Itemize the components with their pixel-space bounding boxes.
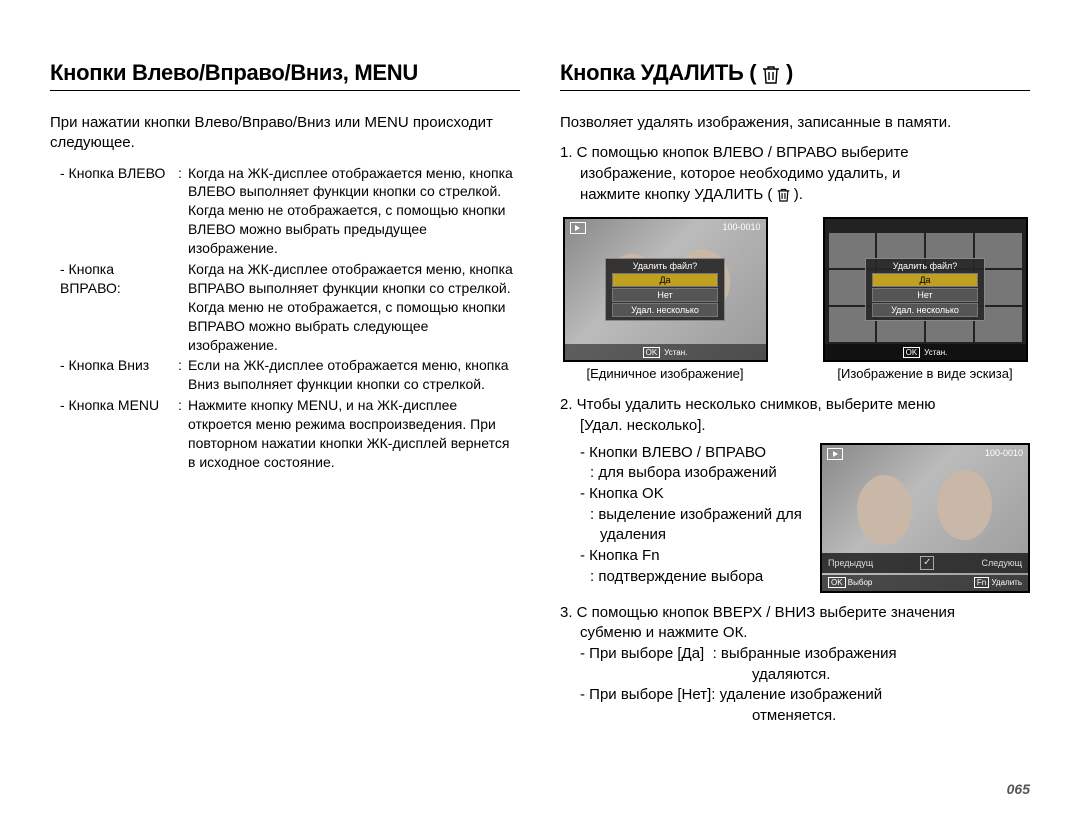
lcd-preview-select: 100-0010 Предыдущ ✓ Следующ OK Выбор Fn … [820, 443, 1030, 593]
def-label: - Кнопка MENU [50, 396, 178, 472]
step1-line3: нажмите кнопку УДАЛИТЬ ( ). [560, 185, 1030, 206]
dialog-opt-multi: Удал. несколько [612, 303, 718, 317]
def-colon [178, 260, 188, 354]
step3-no-a: - При выборе [Нет]: удаление изображений [560, 685, 1030, 706]
b1a: - Кнопки ВЛЕВО / ВПРАВО [560, 443, 805, 464]
play-icon [570, 222, 586, 234]
def-row: - Кнопка ВПРАВО: Когда на ЖК-дисплее ото… [50, 260, 520, 354]
step1-line2: изображение, которое необходимо удалить,… [560, 164, 1030, 185]
step2-line2: [Удал. несколько]. [560, 416, 1030, 437]
thumbnail-row: 100-0010 Удалить файл? Да Нет Удал. неск… [560, 217, 1030, 381]
delete-dialog: Удалить файл? Да Нет Удал. несколько [605, 258, 725, 321]
nav-overlay: Предыдущ ✓ Следующ [822, 553, 1028, 573]
step-2: 2. Чтобы удалить несколько снимков, выбе… [560, 395, 1030, 436]
file-counter: 100-0010 [985, 448, 1023, 458]
def-row: - Кнопка MENU : Нажмите кнопку MENU, и н… [50, 396, 520, 472]
step3-line1: 3. С помощью кнопок ВВЕРХ / ВНИЗ выберит… [560, 603, 1030, 624]
b1b: : для выбора изображений [560, 463, 805, 484]
b3b: : подтверждение выбора [560, 567, 805, 588]
prev-label: Предыдущ [828, 558, 873, 568]
bb-left: OK Выбор [828, 578, 872, 587]
thumb-grid: Удалить файл? Да Нет Удал. несколько OK … [823, 217, 1028, 381]
def-desc: Если на ЖК-дисплее отображается меню, кн… [188, 356, 520, 394]
dialog-title: Удалить файл? [866, 261, 984, 271]
b3a: - Кнопка Fn [560, 546, 805, 567]
step2-detail: - Кнопки ВЛЕВО / ВПРАВО : для выбора изо… [560, 443, 1030, 593]
left-intro: При нажатии кнопки Влево/Вправо/Вниз или… [50, 113, 520, 154]
step1-l3-suffix: ). [790, 186, 803, 203]
face-placeholder [937, 470, 992, 540]
lcd-preview-single: 100-0010 Удалить файл? Да Нет Удал. неск… [563, 217, 768, 362]
step1-line1: 1. С помощью кнопок ВЛЕВО / ВПРАВО выбер… [560, 143, 1030, 164]
def-label: - Кнопка ВПРАВО: [50, 260, 178, 354]
thumb-single: 100-0010 Удалить файл? Да Нет Удал. неск… [563, 217, 768, 381]
step3-no-b: отменяется. [560, 706, 1030, 727]
ok-badge: OK [828, 577, 846, 588]
dialog-opt-yes: Да [872, 273, 978, 287]
left-column: Кнопки Влево/Вправо/Вниз, MENU При нажат… [50, 60, 520, 727]
b2a: - Кнопка OK [560, 484, 805, 505]
bottom-bar: OK Устан. [825, 344, 1026, 360]
def-desc: Когда на ЖК-дисплее отображается меню, к… [188, 164, 520, 258]
step-1: 1. С помощью кнопок ВЛЕВО / ВПРАВО выбер… [560, 143, 1030, 205]
s3ya: - При выборе [Да] [580, 645, 704, 662]
dialog-opt-no: Нет [872, 288, 978, 302]
step1-l3-prefix: нажмите кнопку УДАЛИТЬ ( [580, 186, 777, 203]
definition-list: - Кнопка ВЛЕВО : Когда на ЖК-дисплее ото… [50, 164, 520, 472]
def-colon: : [178, 164, 188, 258]
dialog-title: Удалить файл? [606, 261, 724, 271]
b2c: удаления [560, 525, 805, 546]
def-label: - Кнопка Вниз [50, 356, 178, 394]
fn-badge: Fn [974, 577, 989, 588]
step2-line1: 2. Чтобы удалить несколько снимков, выбе… [560, 395, 1030, 416]
file-counter: 100-0010 [722, 222, 760, 232]
right-heading: Кнопка УДАЛИТЬ ( ) [560, 60, 1030, 91]
bottom-set: Устан. [664, 348, 687, 357]
thumb-caption: Единичное изображение [563, 366, 768, 381]
right-column: Кнопка УДАЛИТЬ ( ) Позволяет удалять изо… [560, 60, 1030, 727]
trash-icon [762, 64, 780, 84]
lcd-preview-grid: Удалить файл? Да Нет Удал. несколько OK … [823, 217, 1028, 362]
def-colon: : [178, 396, 188, 472]
bb-delete: Удалить [991, 578, 1022, 587]
heading-text-prefix: Кнопка УДАЛИТЬ ( [560, 60, 762, 85]
def-desc: Нажмите кнопку MENU, и на ЖК-дисплее отк… [188, 396, 520, 472]
step3-yes-c: удаляются. [560, 665, 1030, 686]
s3yb: : выбранные изображения [713, 645, 897, 662]
def-row: - Кнопка ВЛЕВО : Когда на ЖК-дисплее ото… [50, 164, 520, 258]
right-intro: Позволяет удалять изображения, записанны… [560, 113, 1030, 133]
dialog-opt-multi: Удал. несколько [872, 303, 978, 317]
step2-bullets: - Кнопки ВЛЕВО / ВПРАВО : для выбора изо… [560, 443, 805, 593]
heading-text-suffix: ) [780, 60, 793, 85]
bb-select: Выбор [848, 578, 873, 587]
bb-right: Fn Удалить [974, 578, 1022, 587]
ok-badge: OK [643, 347, 661, 358]
step3-yes: - При выборе [Да] : выбранные изображени… [560, 644, 1030, 665]
page-number: 065 [1007, 781, 1030, 797]
thumb-caption: Изображение в виде эскиза [823, 366, 1028, 381]
def-colon: : [178, 356, 188, 394]
trash-icon [777, 187, 790, 202]
next-label: Следующ [982, 558, 1022, 568]
face-placeholder [857, 475, 912, 545]
checkbox-icon: ✓ [920, 556, 934, 570]
delete-dialog: Удалить файл? Да Нет Удал. несколько [865, 258, 985, 321]
bottom-bar: OK Устан. [565, 344, 766, 360]
def-row: - Кнопка Вниз : Если на ЖК-дисплее отобр… [50, 356, 520, 394]
step-3: 3. С помощью кнопок ВВЕРХ / ВНИЗ выберит… [560, 603, 1030, 727]
step3-line2: субменю и нажмите ОК. [560, 623, 1030, 644]
def-label: - Кнопка ВЛЕВО [50, 164, 178, 258]
play-icon [827, 448, 843, 460]
bottom-set: Устан. [924, 348, 947, 357]
bottom-bar: OK Выбор Fn Удалить [822, 575, 1028, 591]
dialog-opt-yes: Да [612, 273, 718, 287]
b2b: : выделение изображений для [560, 505, 805, 526]
dialog-opt-no: Нет [612, 288, 718, 302]
left-heading: Кнопки Влево/Вправо/Вниз, MENU [50, 60, 520, 91]
ok-badge: OK [903, 347, 921, 358]
def-desc: Когда на ЖК-дисплее отображается меню, к… [188, 260, 520, 354]
